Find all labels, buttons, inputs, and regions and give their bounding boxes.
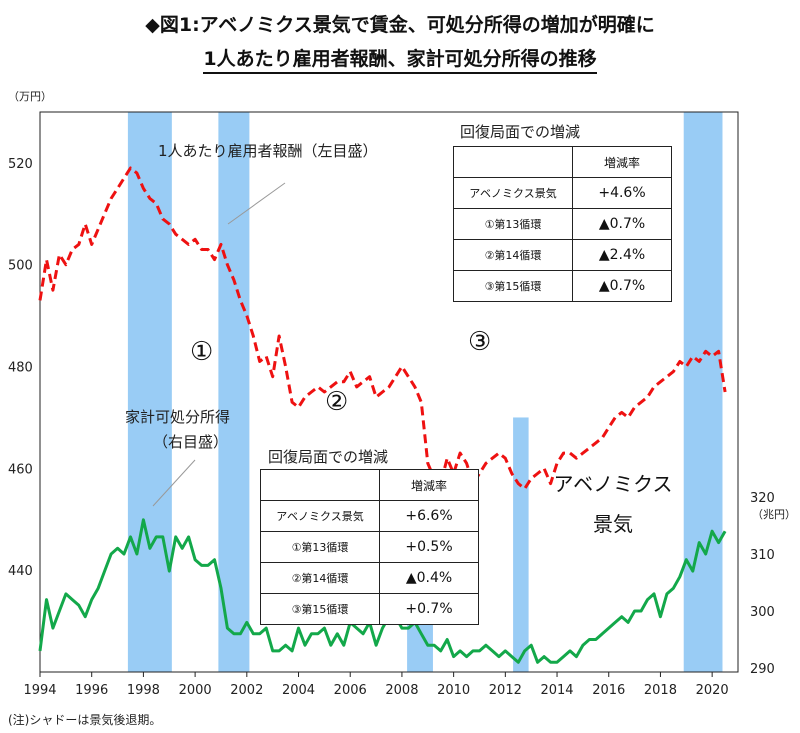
right-tick-label: 310 [750,548,775,563]
bottom-table-label: ①第13循環 [260,531,380,563]
compensation-label: 1人あたり雇用者報酬（左目盛） [158,142,378,160]
top-table-title: 回復局面での増減 [460,123,581,141]
top-table-value: +4.6% [572,177,672,209]
recession-shade [127,112,172,672]
x-tick-label: 2002 [230,683,263,698]
recession-shade [513,417,529,672]
chart-title-line2: 1人あたり雇用者報酬、家計可処分所得の推移 [0,44,800,74]
left-tick-label: 520 [8,157,33,172]
bottom-table-value: ▲0.4% [379,562,479,594]
top-table-label: アベノミクス景気 [453,177,573,209]
top-table-header: 増減率 [572,146,672,178]
top-table: 増減率 アベノミクス景気 +4.6% ①第13循環 ▲0.7% ②第14循環 ▲2.4… [453,146,672,302]
bottom-table-label: アベノミクス景気 [260,500,380,532]
top-table-value: ▲2.4% [572,239,672,271]
x-tick-label: 2004 [282,683,315,698]
x-tick-label: 2010 [437,683,470,698]
axes [39,111,739,677]
x-tick-label: 2018 [644,683,677,698]
phase-1-marker: ① [190,337,214,367]
x-tick-label: 1994 [23,683,56,698]
income-series-line [38,518,727,664]
x-tick-label: 2014 [540,683,573,698]
top-table-value: ▲0.7% [572,208,672,240]
x-tick-label: 2000 [179,683,212,698]
x-tick-label: 1998 [127,683,160,698]
phase-3-marker: ③ [468,327,492,357]
abenomics-label-line2: 景気 [593,512,633,536]
bottom-table-value: +6.6% [379,500,479,532]
bottom-table-corner [260,469,380,501]
bottom-table-label: ③第15循環 [260,593,380,625]
bottom-table-value: +0.7% [379,593,479,625]
tick-labels: 1994 1996 1998 2000 2002 2004 2006 2008 2010 2012… [8,157,775,698]
x-tick-label: 2016 [592,683,625,698]
income-label-line2: （右目盛） [153,433,229,451]
x-tick-label: 1996 [75,683,108,698]
chart-subtitle-underlined: 1人あたり雇用者報酬、家計可処分所得の推移 [203,48,597,74]
x-tick-label: 2008 [385,683,418,698]
top-table-corner [453,146,573,178]
left-tick-label: 440 [8,564,33,579]
left-tick-label: 500 [8,259,33,274]
right-tick-label: 290 [750,662,775,677]
plot-frame [39,111,739,673]
top-table-label: ②第14循環 [453,239,573,271]
top-table-label: ③第15循環 [453,270,573,302]
footnote: (注)シャドーは景気後退期。 [8,713,162,727]
compensation-leader-line [227,182,286,225]
left-axis-unit: （万円） [8,90,52,103]
income-label-line1: 家計可処分所得 [125,408,231,426]
bottom-table-header: 増減率 [379,469,479,501]
bottom-table-title: 回復局面での増減 [268,448,389,466]
recession-shade [218,112,250,672]
bottom-table-label: ②第14循環 [260,562,380,594]
x-tick-label: 2020 [696,683,729,698]
top-table-label: ①第13循環 [453,208,573,240]
abenomics-label: アベノミクス 景気 [538,464,688,544]
left-tick-label: 460 [8,462,33,477]
left-tick-label: 480 [8,361,33,376]
chart-title-line1: ◆図1:アベノミクス景気で賃金、可処分所得の増加が明確に [145,14,655,36]
abenomics-label-line1: アベノミクス [553,472,673,496]
phase-2-marker: ② [325,387,349,417]
right-axis-unit: （兆円） [752,508,796,521]
x-tick-label: 2012 [489,683,522,698]
recession-shade [683,112,723,672]
x-tick-label: 2006 [334,683,367,698]
right-tick-label: 320 [750,491,775,506]
income-leader-line [152,459,196,507]
series-lines [38,166,727,664]
compensation-series-line [38,166,727,491]
bottom-table: 増減率 アベノミクス景気 +6.6% ①第13循環 +0.5% ②第14循環 ▲0.4… [260,469,479,625]
bottom-table-value: +0.5% [379,531,479,563]
right-tick-label: 300 [750,605,775,620]
top-table-value: ▲0.7% [572,270,672,302]
